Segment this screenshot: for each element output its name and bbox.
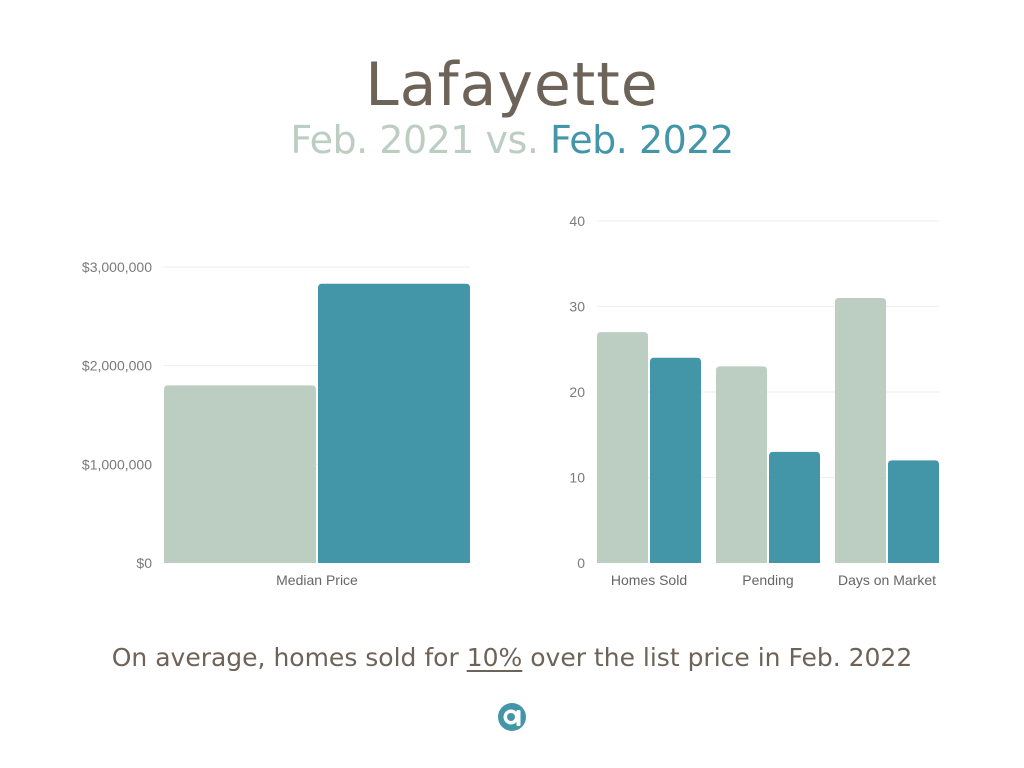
bar bbox=[769, 451, 820, 563]
y-tick-label: $1,000,000 bbox=[82, 456, 152, 472]
bar bbox=[164, 385, 316, 563]
y-tick-label: $2,000,000 bbox=[82, 358, 152, 374]
category-label: Pending bbox=[742, 572, 793, 588]
bar bbox=[597, 332, 648, 563]
y-tick-label: 30 bbox=[569, 299, 585, 315]
footnote-text-after: over the list price in Feb. 2022 bbox=[522, 643, 913, 672]
category-label: Median Price bbox=[276, 572, 358, 588]
subtitle-current-period: Feb. 2022 bbox=[550, 118, 734, 162]
footnote-text-before: On average, homes sold for bbox=[111, 643, 467, 672]
bar bbox=[835, 297, 886, 563]
y-tick-label: 20 bbox=[569, 384, 585, 400]
page-subtitle: Feb. 2021 vs. Feb. 2022 bbox=[0, 118, 1024, 162]
y-tick-label: $0 bbox=[136, 555, 152, 571]
bar bbox=[888, 460, 939, 563]
y-tick-label: $3,000,000 bbox=[82, 259, 152, 275]
page-title: Lafayette bbox=[365, 50, 659, 120]
bar bbox=[318, 283, 470, 563]
y-tick-label: 40 bbox=[569, 213, 585, 229]
footnote-highlight: 10% bbox=[466, 643, 523, 672]
category-label: Days on Market bbox=[838, 572, 936, 588]
footnote: On average, homes sold for 10% over the … bbox=[0, 643, 1024, 672]
bar bbox=[716, 366, 767, 563]
y-tick-label: 10 bbox=[569, 470, 585, 486]
bar bbox=[650, 357, 701, 563]
category-label: Homes Sold bbox=[611, 572, 687, 588]
y-tick-label: 0 bbox=[577, 555, 585, 571]
subtitle-previous-period: Feb. 2021 vs. bbox=[290, 118, 539, 162]
brand-logo-icon bbox=[498, 703, 526, 731]
